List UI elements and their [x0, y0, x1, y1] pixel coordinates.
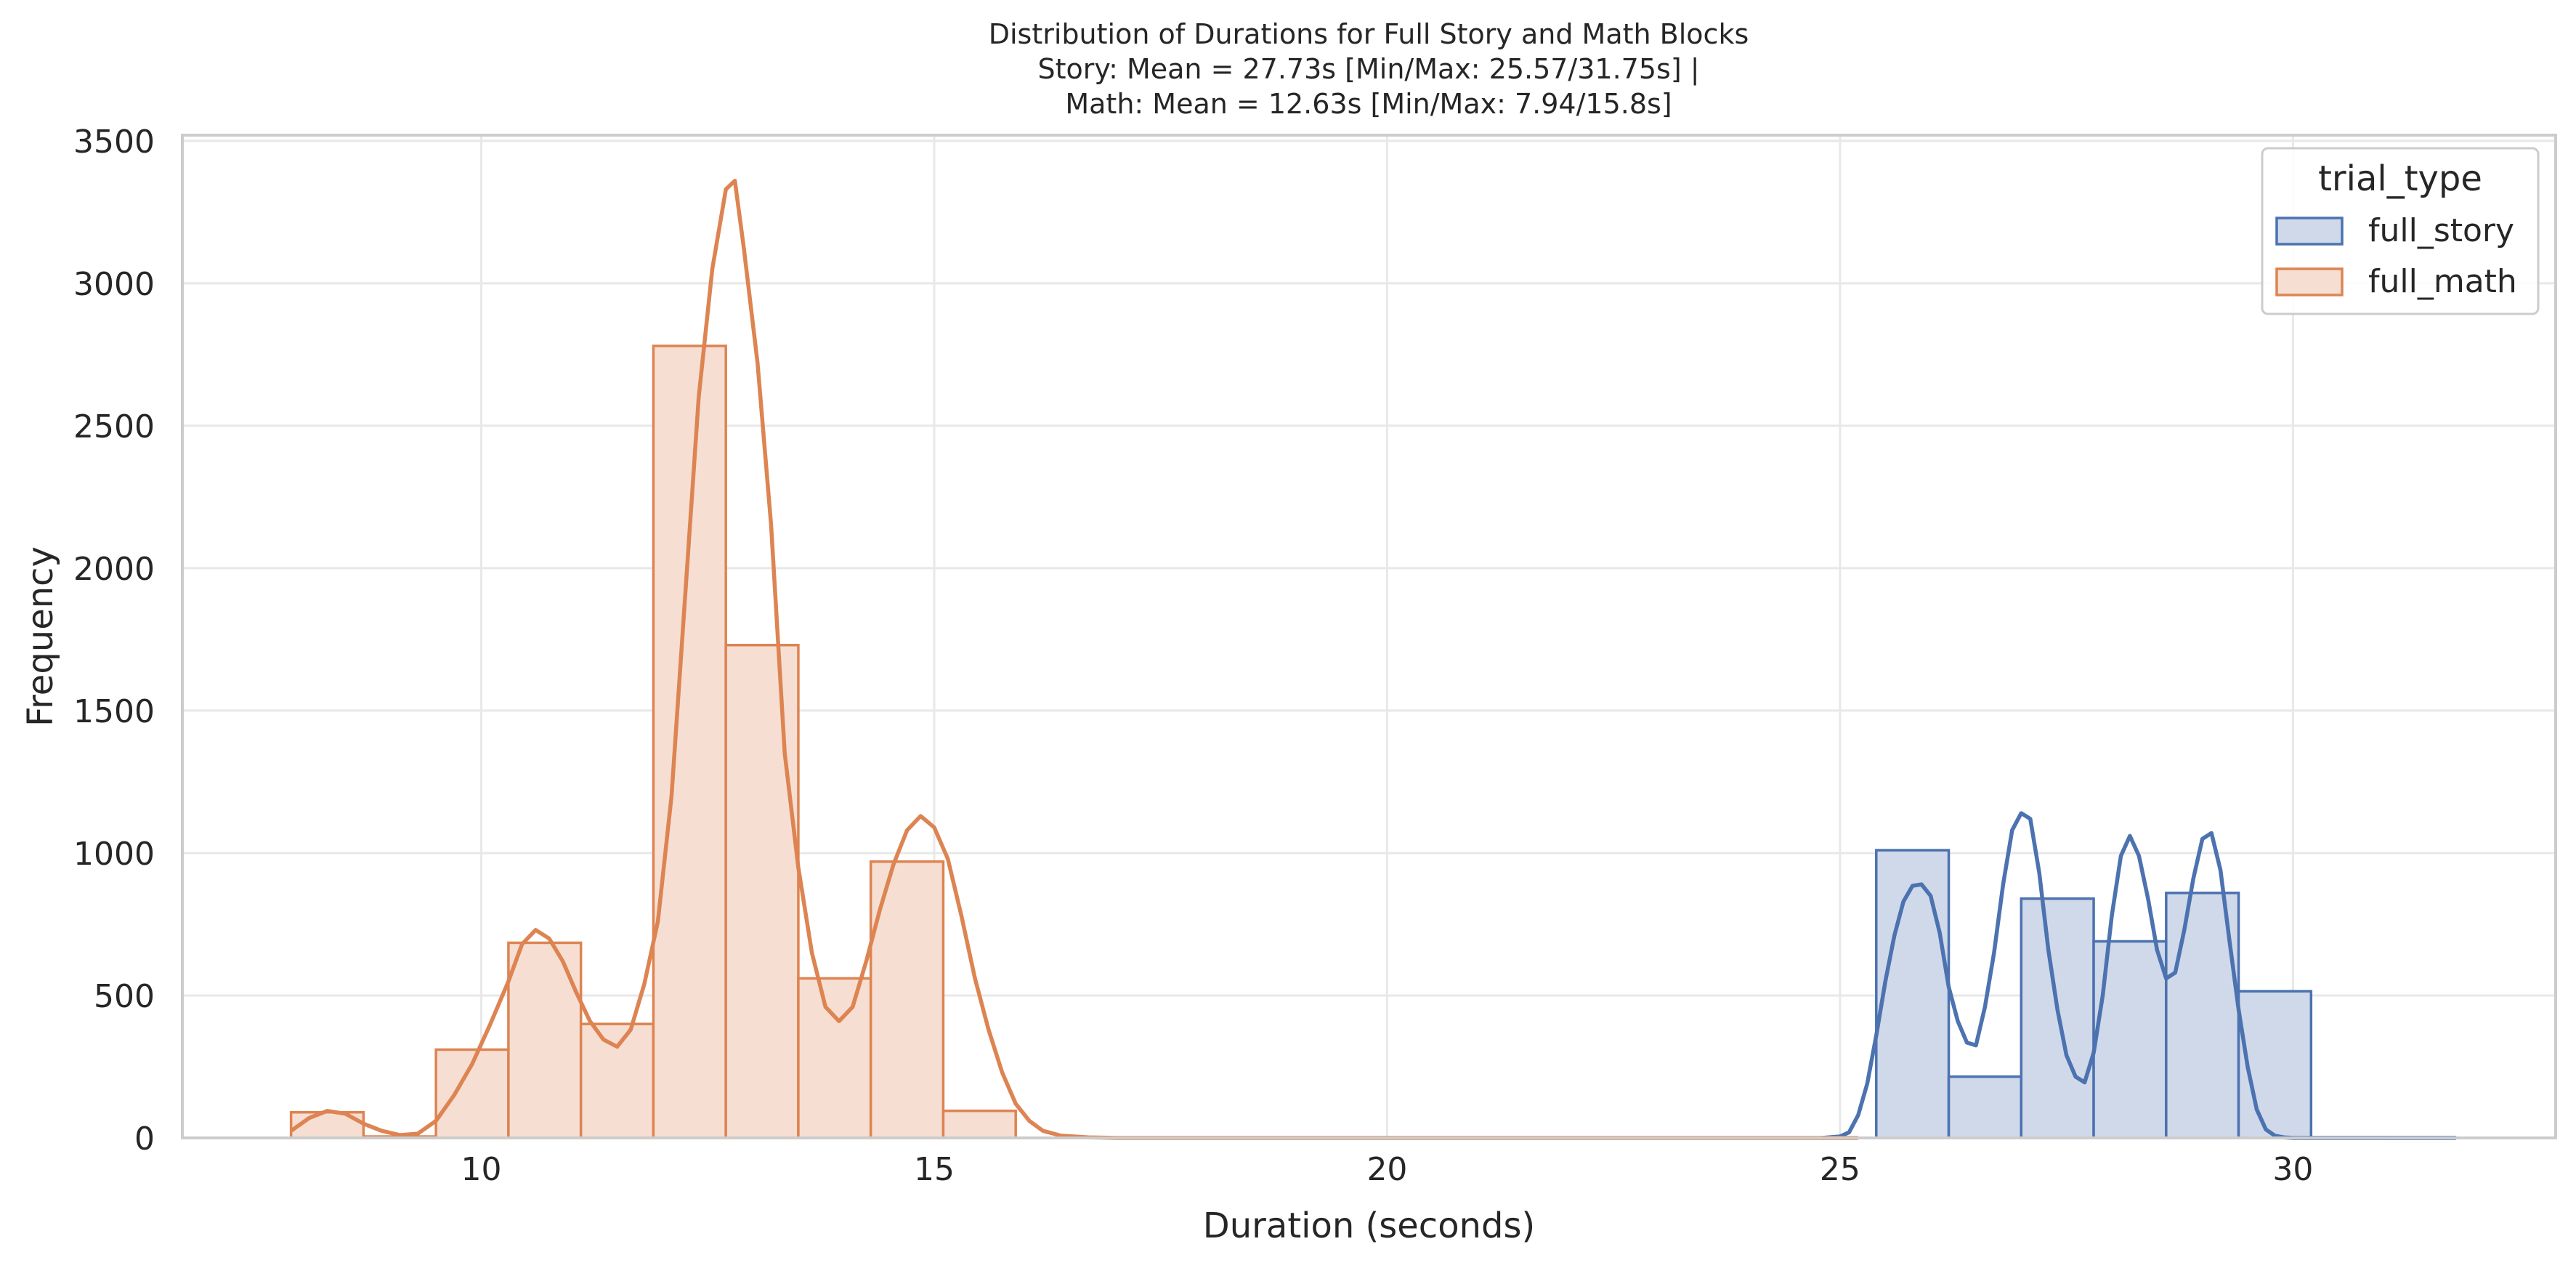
y-tick-label-0: 0: [134, 1120, 155, 1158]
bar-full_math-8: [869, 860, 945, 1139]
y-tick-label-7: 3500: [73, 124, 155, 161]
legend-label-full_math: full_math: [2368, 263, 2517, 300]
legend-swatch-full_math: [2275, 267, 2344, 296]
histogram-bars: [289, 344, 2458, 1139]
bar-full_story-5: [2237, 990, 2313, 1139]
kde-line-full_math: [290, 178, 1858, 1140]
legend-label-full_story: full_story: [2368, 212, 2514, 249]
x-tick-label-1: 15: [914, 1151, 955, 1188]
plot-frame: [181, 134, 2557, 1139]
kde-line-full_story: [1821, 811, 2456, 1140]
x-tick-label-4: 30: [2272, 1151, 2313, 1188]
kde-curves: [290, 178, 2456, 1140]
y-tick-label-2: 1000: [73, 836, 155, 873]
title-line-2: Story: Mean = 27.73s [Min/Max: 25.57/31.…: [1037, 53, 1699, 86]
title-line-1: Distribution of Durations for Full Story…: [989, 18, 1749, 50]
bar-full_story-1: [1947, 1075, 2023, 1139]
legend: trial_type full_story full_math: [2261, 147, 2540, 315]
x-tick-label-0: 10: [461, 1151, 501, 1188]
bar-full_story-0: [1875, 849, 1951, 1139]
legend-swatch-full_story: [2275, 217, 2344, 246]
y-tick-label-1: 500: [94, 978, 155, 1015]
x-tick-label-2: 20: [1366, 1151, 1407, 1188]
y-axis-ticks: 0 500 1000 1500 2000 2500 3000 3500: [73, 124, 155, 1158]
bar-full_math-6: [724, 644, 800, 1139]
chart-title: Distribution of Durations for Full Story…: [989, 18, 1749, 120]
y-tick-label-6: 3000: [73, 266, 155, 303]
y-tick-label-5: 2500: [73, 408, 155, 445]
y-axis-label: Frequency: [20, 546, 61, 727]
x-tick-label-3: 25: [1820, 1151, 1860, 1188]
x-axis-label: Duration (seconds): [1203, 1206, 1535, 1246]
title-line-3: Math: Mean = 12.63s [Min/Max: 7.94/15.8s…: [1065, 88, 1672, 120]
bar-full_math-5: [652, 344, 727, 1139]
y-tick-label-3: 1500: [73, 693, 155, 730]
bar-full_math-3: [507, 941, 583, 1139]
y-tick-label-4: 2000: [73, 551, 155, 588]
bar-full_math-4: [579, 1022, 655, 1139]
x-axis-ticks: 10 15 20 25 30: [461, 1151, 2313, 1188]
bar-full_story-4: [2165, 892, 2240, 1139]
legend-title: trial_type: [2318, 158, 2482, 199]
bar-full_math-9: [941, 1110, 1017, 1139]
bar-full_math-7: [797, 977, 872, 1139]
